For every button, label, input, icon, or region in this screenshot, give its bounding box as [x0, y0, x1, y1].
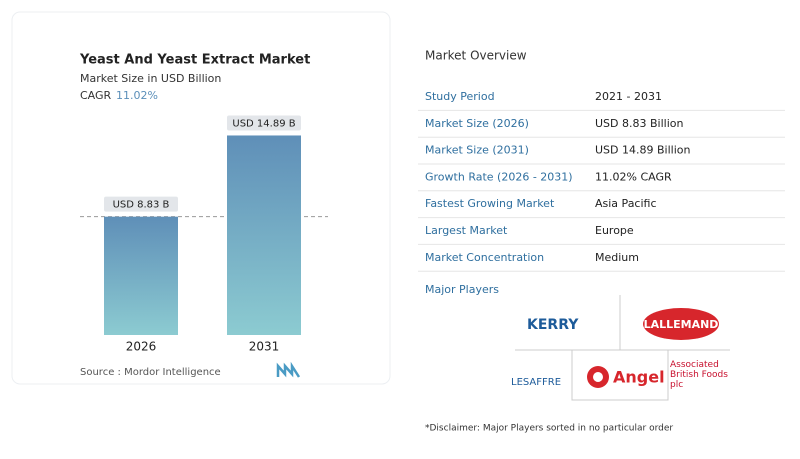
- cagr-value: 11.02%: [116, 89, 158, 102]
- x-tick-label: 2031: [249, 340, 280, 354]
- player-logo: LESAFFRE: [511, 377, 561, 388]
- player-logo-box: Associated British Foods plc: [670, 360, 728, 390]
- value-label-box: [227, 115, 301, 131]
- chart-title: Yeast And Yeast Extract Market: [79, 53, 310, 68]
- player-logo: Angel: [613, 368, 665, 387]
- row-label: Market Size (2031): [425, 144, 529, 157]
- subtitle: Market Size in USD Billion: [80, 72, 221, 85]
- row-label: Market Concentration: [425, 251, 544, 264]
- value-label-box: [104, 196, 178, 212]
- row-label: Study Period: [425, 90, 495, 103]
- source-logo: [276, 361, 301, 378]
- row-label: Growth Rate (2026 - 2031): [425, 170, 573, 183]
- row-value: USD 8.83 Billion: [595, 117, 683, 130]
- row-value: Europe: [595, 224, 634, 237]
- row-value: Medium: [595, 251, 639, 264]
- cagr-label: CAGR: [80, 89, 112, 102]
- overview-title: Market Overview: [425, 49, 527, 63]
- chart-card: [11, 11, 391, 385]
- row-value: USD 14.89 Billion: [595, 144, 690, 157]
- row-label: Fastest Growing Market: [425, 197, 555, 210]
- player-logos: [515, 295, 730, 401]
- player-logo: Associated British Foods plc: [670, 360, 728, 390]
- value-label: USD 8.83 B: [113, 200, 170, 211]
- row-value: 11.02% CAGR: [595, 170, 672, 183]
- row-value: 2021 - 2031: [595, 90, 662, 103]
- disclaimer: *Disclaimer: Major Players sorted in no …: [425, 424, 673, 434]
- row-label: Market Size (2026): [425, 117, 529, 130]
- bar: [104, 216, 178, 335]
- x-tick-label: 2026: [126, 340, 157, 354]
- player-logo: KERRY: [527, 317, 579, 333]
- row-value: Asia Pacific: [595, 197, 657, 210]
- value-label: USD 14.89 B: [232, 118, 295, 129]
- player-logo: LALLEMAND: [644, 318, 719, 331]
- players-title: Major Players: [425, 283, 499, 296]
- row-label: Largest Market: [425, 224, 508, 237]
- source: Source : Mordor Intelligence: [80, 367, 221, 378]
- bar: [227, 135, 301, 335]
